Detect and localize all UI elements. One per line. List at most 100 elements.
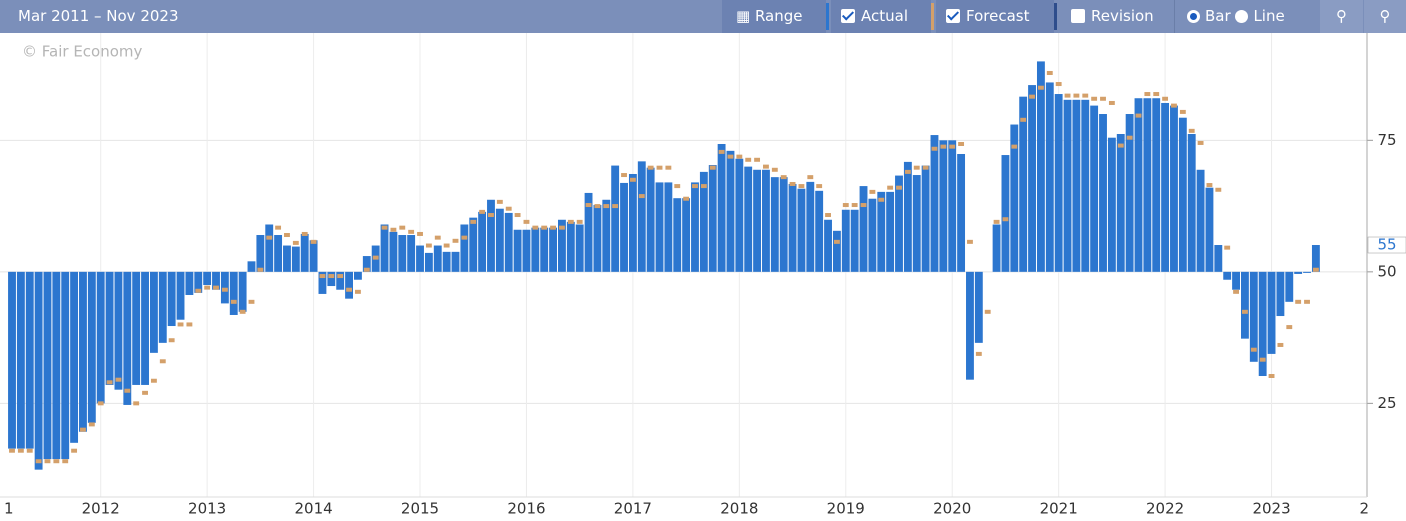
forecast-mark	[425, 243, 432, 248]
forecast-mark	[213, 285, 219, 290]
bar	[895, 175, 903, 272]
x-tick-label: 2022	[1146, 500, 1184, 518]
bar	[247, 261, 256, 272]
forecast-mark	[150, 378, 157, 383]
bar	[806, 181, 815, 272]
bar	[327, 271, 336, 287]
bar	[300, 233, 309, 272]
forecast-mark	[745, 157, 752, 162]
forecast-mark	[186, 322, 193, 327]
watermark: © Fair Economy	[22, 43, 143, 61]
forecast-mark	[319, 274, 326, 279]
bar	[8, 271, 16, 449]
bar	[70, 271, 79, 443]
forecast-mark	[488, 213, 494, 218]
forecast-mark	[284, 233, 290, 238]
bar	[504, 212, 513, 272]
forecast-swatch	[931, 3, 934, 30]
x-tick-label: 1	[4, 500, 14, 518]
forecast-mark	[301, 231, 308, 236]
bar	[132, 271, 141, 385]
forecast-mark	[807, 175, 814, 180]
forecast-mark	[328, 274, 335, 279]
bar	[185, 271, 194, 295]
range-button[interactable]: ▦ Range	[722, 0, 826, 33]
forecast-mark	[408, 229, 415, 234]
forecast-mark	[434, 235, 441, 240]
bar	[966, 271, 974, 380]
actual-toggle[interactable]: Actual	[831, 0, 931, 33]
bar	[1019, 96, 1028, 272]
bar-line-toggle[interactable]: Bar Line	[1174, 0, 1320, 33]
zoom-out[interactable]: ⚲	[1364, 0, 1406, 33]
bar	[274, 235, 283, 272]
bar	[637, 161, 646, 272]
bar	[212, 271, 220, 290]
forecast-mark	[816, 184, 823, 189]
bar	[1036, 61, 1045, 272]
forecast-mark	[700, 184, 707, 189]
forecast-mark	[9, 448, 15, 453]
bar	[1116, 134, 1125, 272]
zoom-in[interactable]: ⚲	[1320, 0, 1363, 33]
bar	[220, 271, 229, 304]
bar	[460, 224, 469, 272]
forecast-mark	[17, 448, 24, 453]
bar	[1090, 105, 1099, 272]
forecast-mark	[363, 267, 370, 272]
bar	[309, 240, 318, 272]
bar	[1240, 271, 1249, 339]
bar	[744, 166, 753, 272]
forecast-mark	[80, 427, 86, 432]
forecast-mark	[168, 338, 175, 343]
forecast-mark	[266, 235, 273, 240]
bar	[407, 235, 416, 272]
last-value-label: 55	[1377, 236, 1396, 254]
x-tick-label: 2	[1359, 500, 1369, 518]
bar	[939, 140, 948, 272]
line-text: Line	[1253, 7, 1285, 25]
forecast-mark	[567, 219, 574, 224]
forecast-mark	[1295, 299, 1302, 304]
forecast-mark	[523, 219, 530, 224]
bar	[256, 235, 265, 272]
forecast-mark	[559, 225, 565, 230]
forecast-mark	[798, 184, 805, 189]
bar	[992, 224, 1001, 272]
bar	[708, 165, 717, 272]
revision-toggle[interactable]: Revision	[1059, 0, 1171, 33]
forecast-mark	[88, 422, 95, 427]
bar	[362, 256, 371, 272]
forecast-toggle[interactable]: Forecast	[936, 0, 1054, 33]
bar	[194, 271, 203, 293]
bar	[1072, 99, 1081, 272]
forecast-mark	[452, 238, 459, 243]
forecast-mark	[851, 203, 858, 208]
bar	[176, 271, 185, 320]
bar	[424, 252, 433, 272]
bar	[726, 150, 735, 272]
forecast-mark	[532, 225, 539, 230]
bar	[353, 271, 362, 280]
forecast-mark	[26, 448, 33, 453]
forecast-mark	[922, 165, 929, 170]
bar	[540, 227, 549, 272]
bar	[1134, 98, 1143, 272]
forecast-mark	[1100, 96, 1106, 101]
forecast-mark	[692, 184, 698, 189]
forecast-mark	[842, 203, 849, 208]
forecast-mark	[461, 235, 468, 240]
bar	[1001, 155, 1010, 272]
x-tick-label: 2013	[188, 500, 226, 518]
forecast-mark	[97, 401, 104, 406]
bar	[1045, 82, 1054, 272]
forecast-mark	[1259, 357, 1266, 362]
forecast-mark	[44, 459, 51, 464]
bar	[451, 251, 460, 272]
bar	[1010, 124, 1019, 272]
forecast-mark	[115, 377, 122, 382]
forecast-mark	[1002, 217, 1009, 222]
bar	[575, 224, 584, 272]
forecast-mark	[656, 165, 663, 170]
bar	[593, 205, 602, 272]
